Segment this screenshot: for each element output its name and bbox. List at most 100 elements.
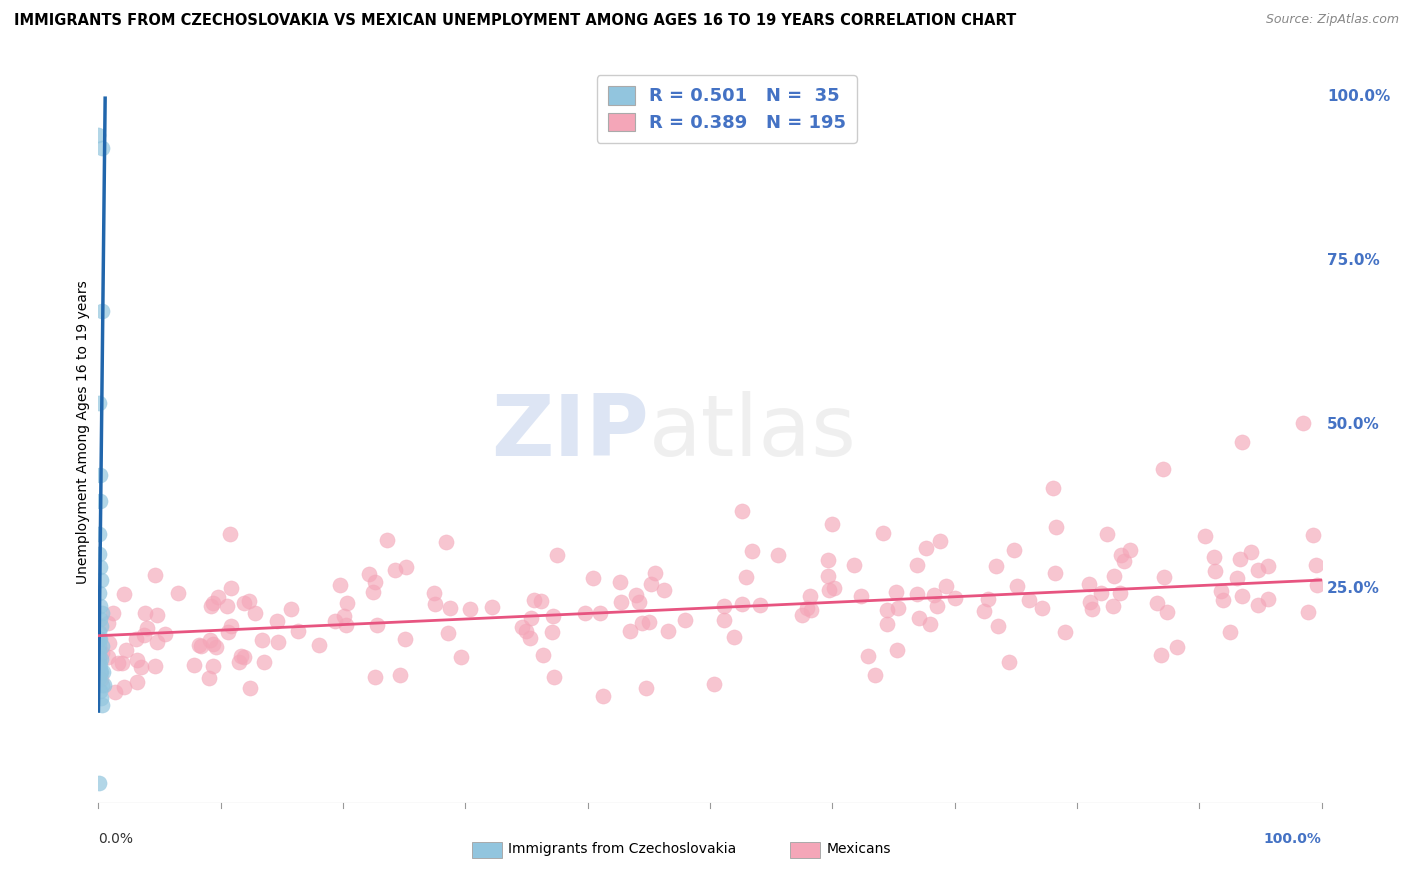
Point [1095, 527, 1118, 541]
Point [589, 606, 612, 620]
Point [89, 658, 111, 673]
Point [984, 558, 1007, 573]
Point [89, 547, 111, 561]
Point [792, 608, 814, 623]
Point [87, 527, 110, 541]
Y-axis label: Unemployment Among Ages 16 to 19 years: Unemployment Among Ages 16 to 19 years [76, 281, 90, 584]
FancyBboxPatch shape [790, 842, 820, 858]
Point [112, 681, 135, 695]
Point [215, 599, 238, 613]
Text: IMMIGRANTS FROM CZECHOSLOVAKIA VS MEXICAN UNEMPLOYMENT AMONG AGES 16 TO 19 YEARS: IMMIGRANTS FROM CZECHOSLOVAKIA VS MEXICA… [14, 13, 1017, 29]
Point [519, 632, 541, 646]
Point [97, 649, 120, 664]
Point [1230, 589, 1253, 603]
Point [134, 606, 156, 620]
Point [87, 586, 110, 600]
Point [886, 643, 908, 657]
Point [731, 598, 754, 612]
Point [1204, 564, 1226, 578]
Point [1296, 605, 1319, 619]
Text: 100.0%: 100.0% [1264, 832, 1322, 847]
Point [1306, 578, 1329, 592]
Point [1078, 595, 1101, 609]
Point [89, 494, 111, 508]
Point [631, 615, 654, 630]
Point [541, 624, 564, 639]
Point [198, 671, 221, 685]
Point [766, 548, 789, 562]
Point [1102, 569, 1125, 583]
Point [90, 690, 112, 705]
Point [450, 650, 472, 665]
Point [713, 614, 735, 628]
Point [125, 675, 148, 690]
Point [91, 140, 114, 154]
Point [1153, 570, 1175, 584]
Point [361, 584, 384, 599]
Point [799, 589, 821, 603]
Point [364, 574, 387, 589]
Point [132, 628, 155, 642]
Point [91, 665, 114, 679]
Point [749, 598, 772, 612]
Point [375, 533, 398, 548]
Point [267, 634, 290, 648]
Point [907, 558, 929, 572]
Point [422, 585, 444, 599]
Point [887, 601, 910, 615]
Point [101, 606, 124, 620]
Point [1230, 435, 1253, 450]
Point [439, 601, 461, 615]
Point [1078, 577, 1101, 591]
Point [858, 648, 880, 663]
Point [925, 599, 948, 614]
Point [1240, 545, 1263, 559]
Point [111, 656, 134, 670]
Point [673, 613, 696, 627]
Point [146, 608, 169, 623]
Point [1292, 416, 1315, 430]
Point [634, 681, 657, 695]
Point [200, 632, 222, 647]
Point [1150, 648, 1173, 663]
Point [976, 591, 998, 606]
Point [628, 595, 651, 609]
Point [437, 626, 460, 640]
Point [395, 559, 418, 574]
Point [217, 624, 239, 639]
Point [266, 615, 288, 629]
Point [1042, 481, 1064, 495]
Text: Source: ZipAtlas.com: Source: ZipAtlas.com [1265, 13, 1399, 27]
Text: Mexicans: Mexicans [827, 842, 891, 856]
Point [1229, 551, 1251, 566]
Point [89, 776, 111, 790]
Point [844, 558, 866, 572]
Point [823, 582, 845, 596]
Point [1219, 625, 1241, 640]
Point [166, 586, 188, 600]
Point [112, 587, 135, 601]
Point [1112, 554, 1135, 568]
Point [91, 698, 114, 712]
Point [129, 660, 152, 674]
Point [1080, 602, 1102, 616]
Point [1204, 549, 1226, 564]
Point [652, 582, 675, 597]
Point [155, 626, 177, 640]
Point [233, 649, 256, 664]
Point [127, 653, 149, 667]
Point [1043, 566, 1066, 580]
Point [190, 639, 212, 653]
Point [1119, 543, 1142, 558]
Point [713, 599, 735, 613]
Point [90, 619, 112, 633]
Point [90, 573, 112, 587]
Point [1302, 528, 1324, 542]
Point [821, 517, 844, 532]
Point [741, 544, 763, 558]
Point [336, 596, 359, 610]
Point [817, 553, 839, 567]
Point [1209, 583, 1232, 598]
Point [530, 594, 553, 608]
Point [997, 655, 1019, 669]
